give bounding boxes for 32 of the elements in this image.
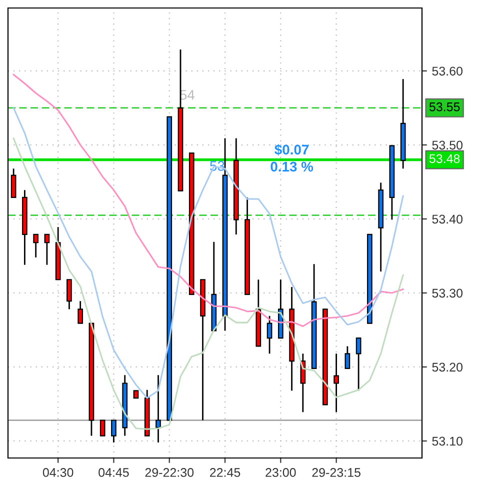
y-tick-label: 53.20 [432,362,463,372]
candlestick [66,278,72,310]
candlestick [334,352,339,413]
candlestick [100,420,106,436]
line-series [12,138,404,430]
x-tick-label: 29-23:15 [312,468,360,477]
x-tick-label: 23:00 [266,468,296,477]
ref-line-label: 53.48 [429,154,460,164]
candlestick [33,234,38,258]
y-tick-label: 53.50 [432,140,463,150]
candlestick [156,374,161,444]
candlestick [344,346,350,370]
y-tick-label: 53.60 [432,66,463,76]
x-tick-label: 04:45 [98,468,129,477]
candlestick [266,315,272,354]
ref-line-label: 53.55 [429,102,460,112]
candlestick [356,337,362,392]
candlestick [44,234,50,266]
y-tick-label: 53.40 [432,214,463,224]
line-series [12,107,404,399]
annotation: 0.13 % [270,162,314,172]
x-tick-label: 22:45 [210,468,240,477]
y-tick-label: 53.10 [432,436,463,446]
x-tick-label: 29-22:30 [145,468,194,477]
candlestick [10,168,16,198]
candlestick [78,300,84,324]
candlestick [111,420,116,444]
candlestick [300,352,306,413]
line-series [12,74,404,328]
y-tick-label: 53.30 [432,288,463,298]
x-tick-label: 04:30 [42,468,74,477]
annotation: $0.07 [274,144,309,156]
